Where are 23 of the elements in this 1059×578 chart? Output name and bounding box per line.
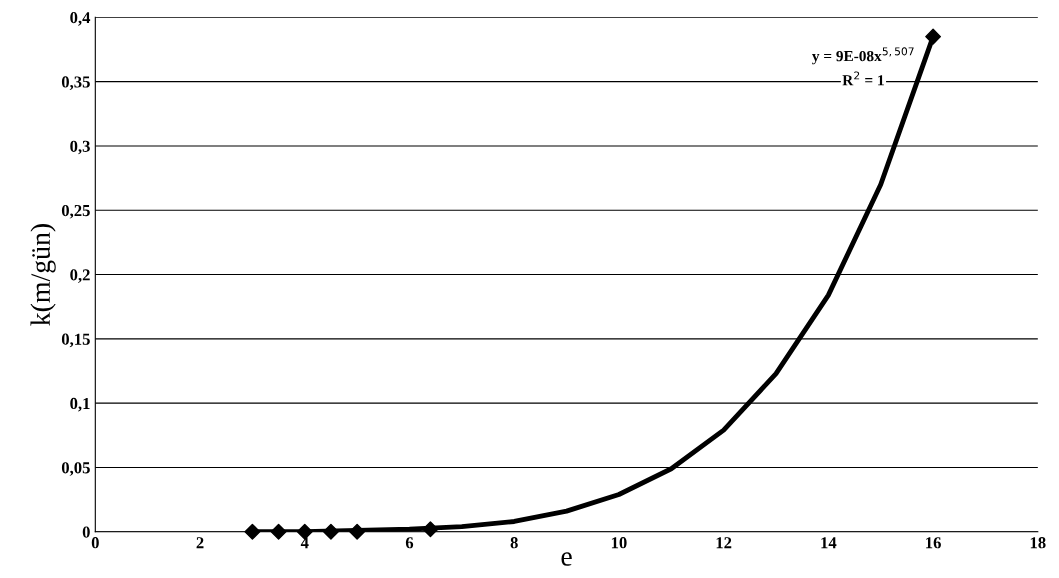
- annotation: y = 9E-08x$^{5,507}$: [812, 47, 914, 65]
- x-tick-label: 10: [611, 537, 627, 549]
- y-tick-label: 0,2: [70, 269, 90, 283]
- y-tick-label: 0,1: [70, 397, 90, 412]
- x-tick-label: 2: [196, 537, 204, 549]
- y-tick-label: 0,15: [61, 333, 90, 348]
- annotation: R$^{2}$ = 1: [842, 71, 884, 86]
- x-tick-label: 8: [510, 537, 518, 549]
- y-tick-label: 0,4: [70, 12, 91, 26]
- y-tick-label: 0,35: [61, 76, 90, 91]
- x-axis-title: e: [561, 552, 572, 566]
- x-tick-label: 14: [821, 537, 837, 549]
- y-tick-label: 0,05: [61, 462, 90, 476]
- y-axis-title: k(m/gün): [30, 224, 56, 326]
- x-tick-label: 4: [300, 537, 309, 549]
- x-tick-label: 18: [1030, 537, 1046, 549]
- x-tick-label: 6: [405, 537, 414, 549]
- y-tick-label: 0,3: [70, 140, 90, 155]
- y-tick-label: 0: [82, 526, 90, 538]
- x-tick-label: 0: [91, 537, 99, 549]
- x-tick-label: 16: [926, 537, 941, 549]
- x-tick-label: 12: [716, 537, 732, 549]
- y-tick-label: 0,25: [61, 204, 90, 219]
